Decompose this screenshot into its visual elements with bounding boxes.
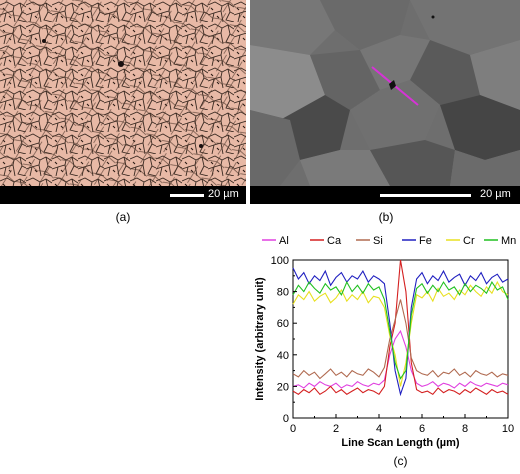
series-line-cr	[292, 280, 509, 387]
scale-bar-strip: 20 µm	[250, 186, 520, 204]
x-tick-label: 4	[376, 423, 382, 435]
scale-bar	[170, 194, 204, 197]
legend-label-al: Al	[279, 235, 289, 247]
y-tick-label: 60	[277, 318, 289, 330]
scale-bar	[380, 194, 471, 197]
y-axis-label: Intensity (arbitrary unit)	[254, 277, 266, 401]
x-tick-label: 2	[333, 423, 339, 435]
x-tick-label: 10	[502, 423, 514, 435]
caption-b: (b)	[378, 210, 394, 224]
y-tick-label: 20	[277, 381, 289, 393]
line-scan-chart-svg: Al Ca Si Fe Cr Mn 0 20 40 60 80 100 0 2 4 6 8 10 Line Scan…	[254, 235, 516, 468]
series-line-al	[292, 329, 509, 389]
series-line-si	[292, 299, 509, 380]
series-line-ca	[292, 259, 509, 396]
optical-micrograph-image	[0, 0, 246, 204]
x-tick-label: 0	[290, 423, 296, 435]
y-tick-label: 80	[277, 287, 289, 299]
x-tick-label: 6	[419, 423, 425, 435]
legend-label-cr: Cr	[463, 235, 475, 247]
y-tick-label: 0	[283, 413, 289, 425]
optical-micrograph: 20 µm	[0, 0, 246, 204]
legend-label-ca: Ca	[327, 235, 342, 247]
y-tick-label: 100	[271, 255, 289, 267]
x-tick-label: 8	[462, 423, 468, 435]
line-scan-chart: Al Ca Si Fe Cr Mn 0 20 40 60 80 100 0 2 4 6 8 10 Line Scan…	[252, 228, 520, 469]
x-axis-label: Line Scan Length (µm)	[341, 437, 460, 449]
caption-c: (c)	[394, 454, 408, 468]
legend-label-si: Si	[373, 235, 383, 247]
sem-micrograph: 20 µm	[250, 0, 520, 204]
series-line-mn	[292, 280, 509, 380]
sem-micrograph-image	[250, 0, 520, 204]
scale-bar-label: 20 µm	[480, 188, 511, 200]
legend-label-fe: Fe	[419, 235, 432, 247]
scale-bar-strip: 20 µm	[0, 186, 246, 204]
scale-bar-label: 20 µm	[208, 188, 239, 200]
caption-a: (a)	[115, 210, 131, 224]
series-line-fe	[292, 267, 509, 397]
y-tick-label: 40	[277, 350, 289, 362]
legend-label-mn: Mn	[501, 235, 516, 247]
